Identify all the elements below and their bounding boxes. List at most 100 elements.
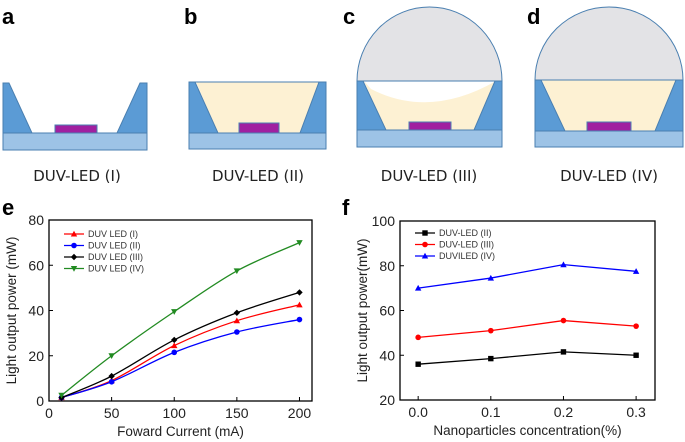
- data-point: [633, 352, 639, 358]
- x-tick-label: 0: [45, 405, 53, 421]
- data-point: [560, 261, 567, 268]
- y-tick-label: 60: [379, 303, 395, 319]
- data-point: [171, 349, 178, 356]
- y-axis-label: Light output power(mW): [355, 238, 370, 382]
- x-axis-label: Nanoparticles concentration(%): [433, 423, 621, 438]
- chart-f: 0.0 0.1 0.2 0.3 20 40 60 80 100 Nanoparticles con…: [355, 213, 656, 438]
- series-0: [415, 349, 639, 367]
- legend-label: DUV LED (IV): [88, 264, 144, 274]
- series-line: [418, 319, 637, 338]
- data-point: [560, 317, 567, 324]
- panel-letter-f: f: [342, 195, 350, 220]
- x-tick-label: 50: [104, 405, 120, 421]
- data-point: [70, 265, 78, 272]
- data-point: [234, 329, 240, 335]
- data-point: [421, 252, 429, 259]
- substrate: [2, 132, 148, 151]
- x-tick-label: 150: [225, 405, 249, 421]
- lens-dome: [534, 6, 684, 81]
- data-point: [171, 342, 178, 349]
- substrate: [356, 129, 503, 148]
- legend-entry: DUV LED (I): [64, 229, 138, 239]
- series-line: [418, 351, 637, 365]
- x-tick-label: 0.1: [481, 404, 501, 420]
- panel-letter-d: d: [527, 4, 540, 29]
- led-diagram-d: [534, 6, 684, 148]
- data-point: [108, 378, 115, 385]
- y-tick-label: 40: [28, 303, 44, 319]
- y-tick-label: 40: [379, 347, 395, 363]
- data-point: [415, 361, 421, 367]
- data-point: [415, 334, 421, 341]
- data-point: [632, 268, 640, 274]
- data-point: [70, 253, 78, 261]
- housing-right-wall: [116, 82, 148, 134]
- legend-label: DUV LED (III): [88, 252, 143, 262]
- x-tick-label: 0.2: [554, 404, 574, 420]
- data-point: [414, 284, 422, 291]
- data-point: [233, 268, 241, 275]
- legend-label: DUV LED (I): [88, 229, 138, 239]
- x-tick-label: 100: [163, 405, 187, 421]
- data-point: [233, 317, 241, 324]
- led-chip: [54, 124, 98, 134]
- data-point: [560, 349, 567, 355]
- diagram-label-a: DUV-LED (I): [33, 167, 121, 185]
- diagram-label-d: DUV-LED (IV): [560, 167, 658, 185]
- data-point: [633, 323, 639, 329]
- series-1: [415, 317, 639, 341]
- y-tick-label: 80: [379, 258, 395, 274]
- x-tick-label: 200: [288, 405, 312, 421]
- x-tick-label: 0.0: [408, 404, 428, 420]
- legend-entry: DUV-LED (III): [415, 240, 494, 250]
- data-point: [296, 301, 303, 308]
- panel-letter-e: e: [2, 195, 14, 220]
- substrate: [188, 132, 327, 150]
- lens-dome: [356, 6, 503, 82]
- led-chip: [408, 121, 452, 131]
- legend-label: DUVILED (IV): [439, 251, 495, 261]
- y-tick-label: 0: [36, 393, 44, 409]
- series-0: [58, 301, 303, 401]
- data-point: [171, 309, 178, 315]
- legend-entry: DUVILED (IV): [415, 251, 495, 261]
- y-tick-label: 20: [379, 392, 395, 408]
- panel-letter-c: c: [343, 4, 355, 29]
- y-tick-label: 80: [28, 212, 44, 228]
- led-diagram-c: [356, 6, 503, 148]
- data-point: [422, 241, 428, 248]
- led-chip: [238, 122, 280, 134]
- data-point: [58, 392, 65, 399]
- chart-e: 0 50 100 150 200 0 20 40 60 80 Foward Current (mA)…: [4, 212, 313, 439]
- data-point: [422, 230, 428, 236]
- panel-letter-b: b: [184, 4, 197, 29]
- data-point: [296, 316, 303, 323]
- x-axis-label: Foward Current (mA): [117, 424, 244, 439]
- data-point: [233, 309, 241, 316]
- series-line: [61, 291, 300, 399]
- diagram-label-c: DUV-LED (III): [381, 167, 477, 185]
- diagram-label-b: DUV-LED (II): [212, 167, 304, 185]
- data-point: [488, 355, 494, 362]
- data-point: [487, 274, 495, 281]
- y-tick-label: 20: [28, 348, 44, 364]
- legend-entry: DUV LED (III): [64, 252, 143, 262]
- legend-label: DUV LED (II): [88, 241, 141, 251]
- led-diagrams: [2, 6, 684, 151]
- series-3: [58, 240, 303, 399]
- data-point: [70, 230, 78, 237]
- air-gap: [364, 81, 496, 103]
- y-tick-label: 60: [28, 257, 44, 273]
- led-diagram-a: [2, 82, 148, 151]
- legend-entry: DUV LED (II): [64, 241, 141, 251]
- led-diagram-b: [188, 81, 327, 150]
- data-point: [108, 372, 115, 380]
- led-chip: [586, 121, 632, 132]
- data-point: [488, 327, 494, 334]
- legend-label: DUV-LED (III): [439, 240, 494, 250]
- series-line: [418, 263, 637, 289]
- series-2: [58, 289, 303, 401]
- y-tick-label: 100: [372, 213, 396, 229]
- data-point: [171, 336, 178, 344]
